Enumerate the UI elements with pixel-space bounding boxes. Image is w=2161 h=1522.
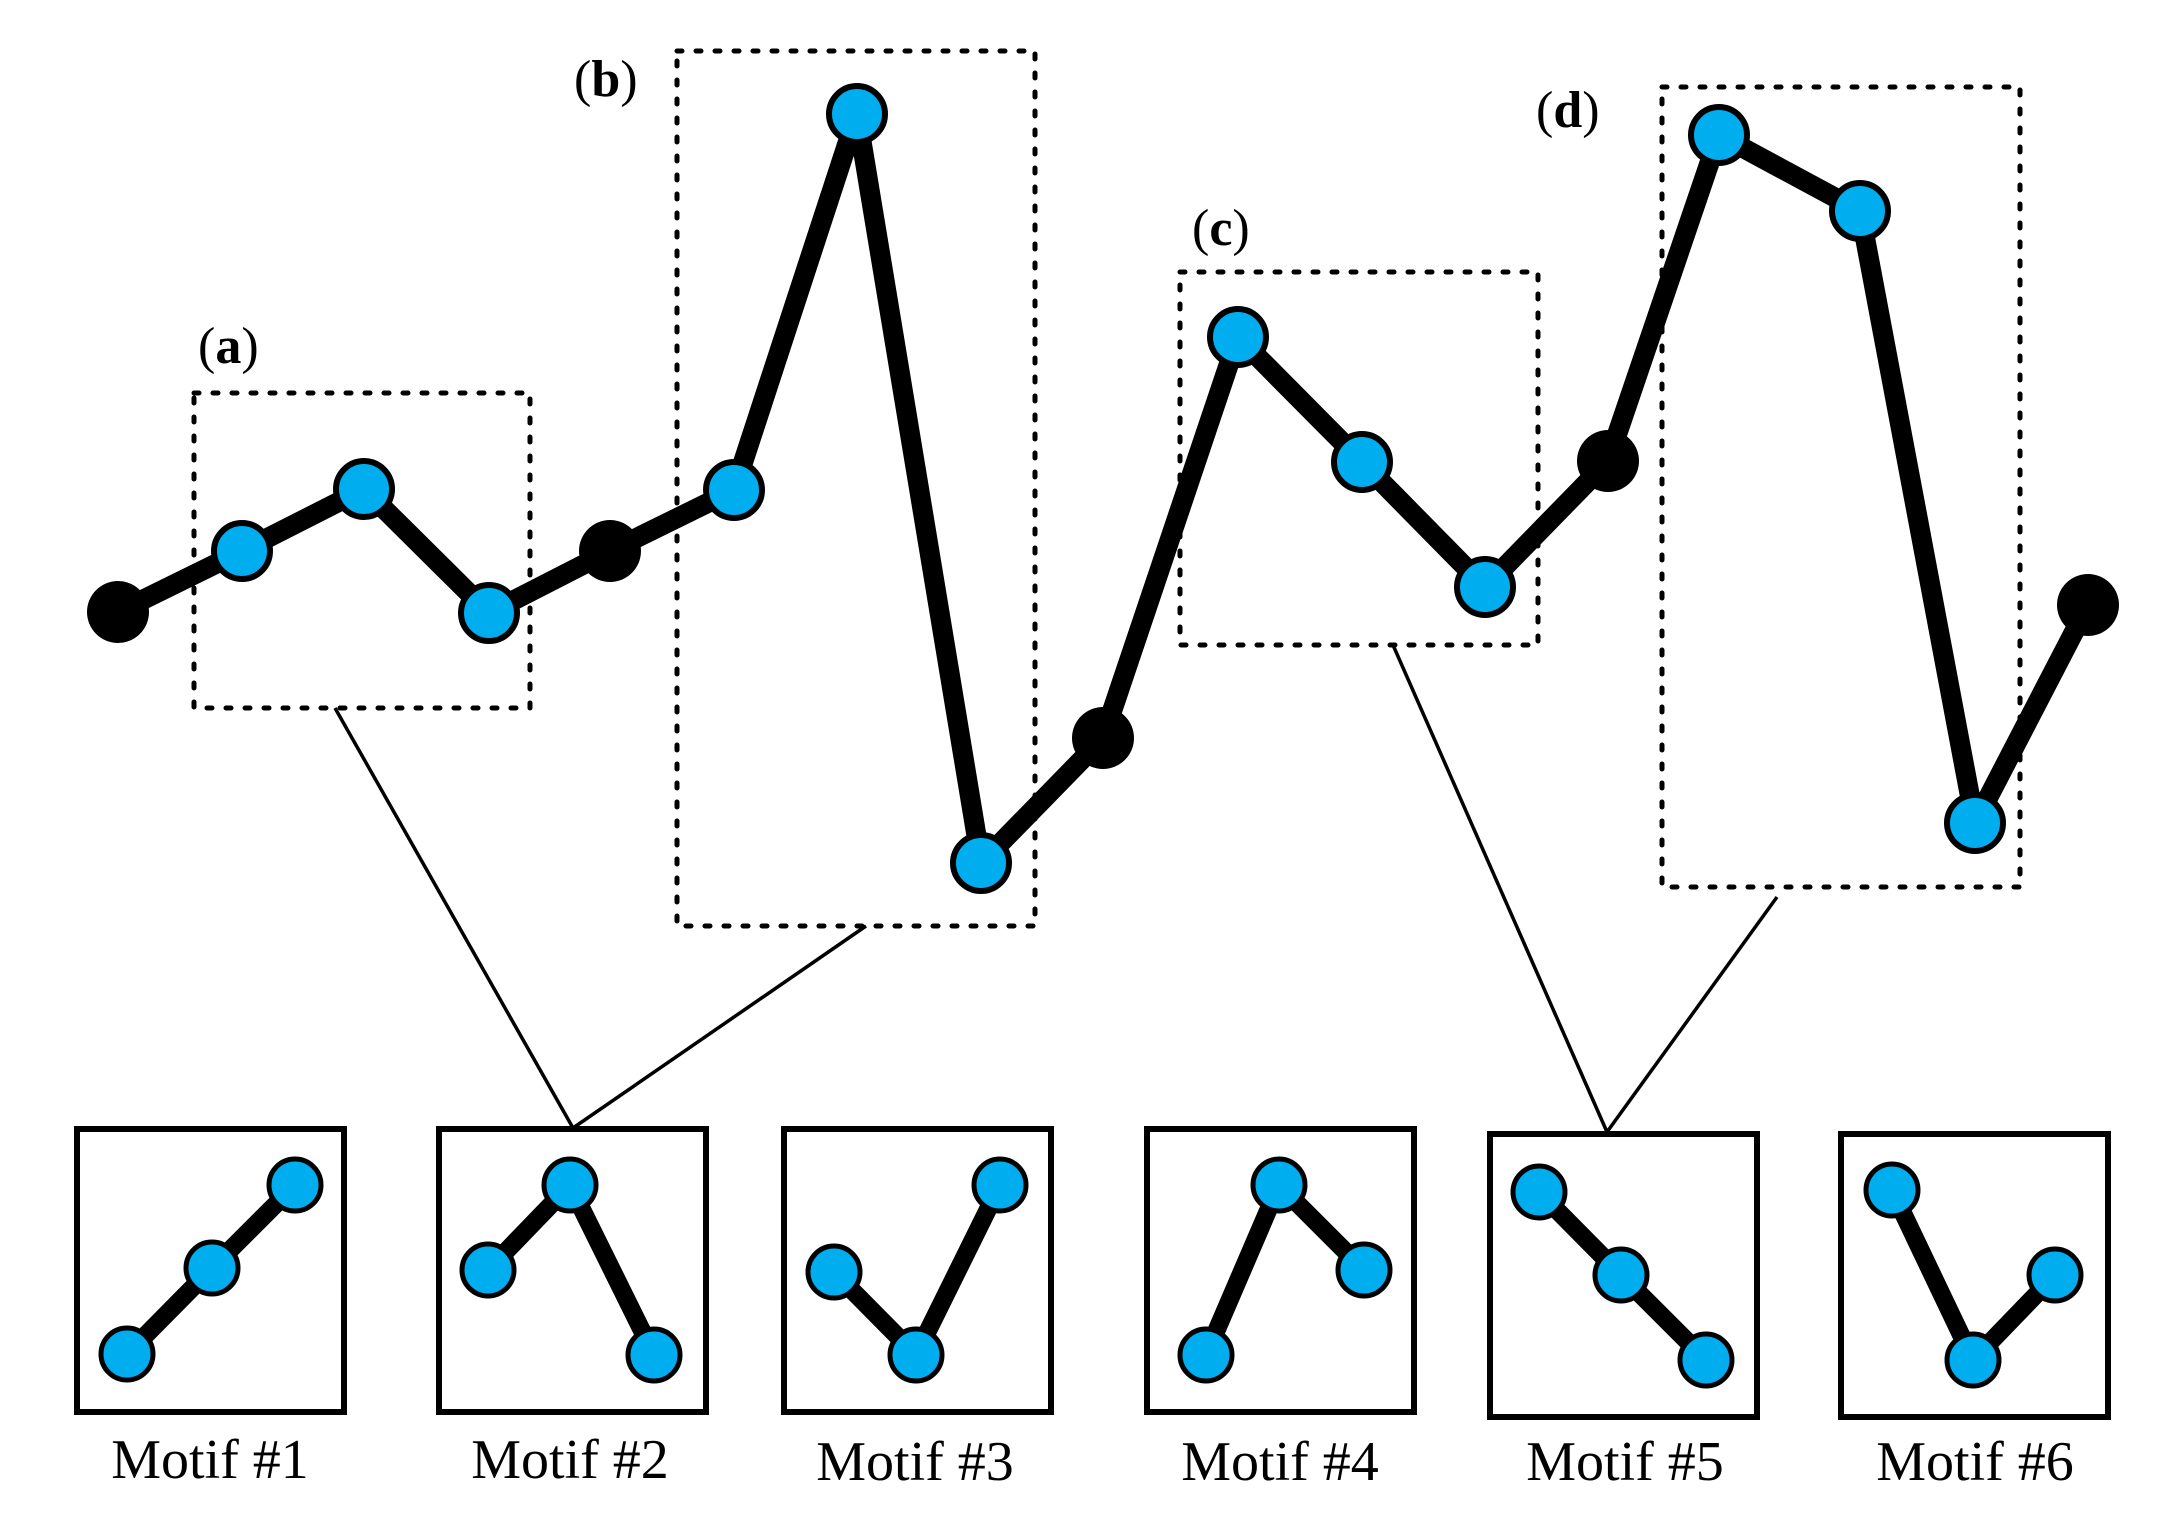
region-boxes	[191, 48, 2023, 929]
motif-2-node	[459, 1241, 517, 1299]
region-box-c	[1177, 269, 1541, 648]
series-node-highlighted	[1331, 431, 1393, 493]
connector-c-to-motif-5	[1391, 644, 1609, 1133]
series-node-plain	[579, 520, 641, 582]
motif-label-4: Motif #4	[1181, 1431, 1379, 1493]
series-node-highlighted	[703, 459, 765, 521]
motif-3-graph	[805, 1156, 1029, 1384]
motif-label-1: Motif #1	[111, 1429, 309, 1491]
motif-box-2	[436, 1126, 709, 1415]
region-label-a: (a)	[198, 318, 259, 375]
region-label-b: (b)	[574, 51, 638, 108]
series-node-plain	[87, 581, 149, 643]
motif-1-node	[98, 1325, 156, 1383]
series-node-highlighted	[1944, 792, 2006, 854]
motif-label-2: Motif #2	[471, 1429, 669, 1491]
region-labels: (a) (b) (c) (d)	[198, 51, 1600, 375]
motif-box-1	[74, 1126, 347, 1415]
series-node-plain	[1072, 707, 1134, 769]
motif-4-node	[1250, 1156, 1308, 1214]
motif-5-node	[1510, 1163, 1568, 1221]
series-node-highlighted	[1688, 104, 1750, 166]
region-box-b	[674, 48, 1038, 929]
motif-label-3: Motif #3	[816, 1431, 1014, 1493]
motif-3-node	[887, 1326, 945, 1384]
time-series	[87, 83, 2119, 894]
connector-d-to-motif-5	[1605, 895, 1779, 1134]
motif-4-node	[1177, 1326, 1235, 1384]
motif-5-node	[1592, 1246, 1650, 1304]
connector-b-to-motif-2	[572, 924, 867, 1130]
motif-3-node	[805, 1243, 863, 1301]
motif-boxes	[74, 1126, 2111, 1420]
connector-a-to-motif-2	[333, 707, 575, 1129]
motif-3-node	[971, 1156, 1029, 1214]
motif-4-node	[1335, 1241, 1393, 1299]
region-box-d	[1659, 84, 2023, 890]
motif-box-3	[781, 1126, 1054, 1415]
motif-5-node	[1677, 1331, 1735, 1389]
motif-1-graph	[98, 1156, 324, 1383]
motif-6-node	[1863, 1161, 1921, 1219]
series-node-plain	[2057, 574, 2119, 636]
motif-5-graph	[1510, 1163, 1735, 1389]
motif-1-node	[183, 1239, 241, 1297]
motif-2-node	[625, 1326, 683, 1384]
motif-6-node	[2026, 1246, 2084, 1304]
series-node-highlighted	[826, 83, 888, 145]
region-box-a	[191, 390, 533, 711]
series-node-highlighted	[1207, 306, 1269, 368]
motif-6-node	[1944, 1331, 2002, 1389]
connector-lines	[333, 644, 1779, 1134]
motif-labels: Motif #1 Motif #2 Motif #3 Motif #4 Moti…	[111, 1429, 2074, 1493]
series-node-highlighted	[211, 520, 273, 582]
motif-label-6: Motif #6	[1876, 1431, 2074, 1493]
motif-2-node	[541, 1156, 599, 1214]
region-label-c: (c)	[1192, 200, 1250, 257]
motif-box-5	[1487, 1131, 1760, 1420]
motif-2-graph	[459, 1156, 683, 1384]
motif-box-4	[1144, 1126, 1417, 1415]
series-node-highlighted	[1829, 180, 1891, 242]
series-node-highlighted	[950, 832, 1012, 894]
motif-4-graph	[1177, 1156, 1393, 1384]
motif-6-graph	[1863, 1161, 2084, 1389]
region-label-d: (d)	[1536, 82, 1600, 139]
series-nodes	[87, 83, 2119, 894]
motif-1-node	[266, 1156, 324, 1214]
motif-label-5: Motif #5	[1526, 1431, 1724, 1493]
series-node-highlighted	[333, 458, 395, 520]
motif-box-6	[1838, 1131, 2111, 1420]
series-node-highlighted	[458, 582, 520, 644]
series-node-highlighted	[1454, 556, 1516, 618]
series-node-plain	[1577, 430, 1639, 492]
